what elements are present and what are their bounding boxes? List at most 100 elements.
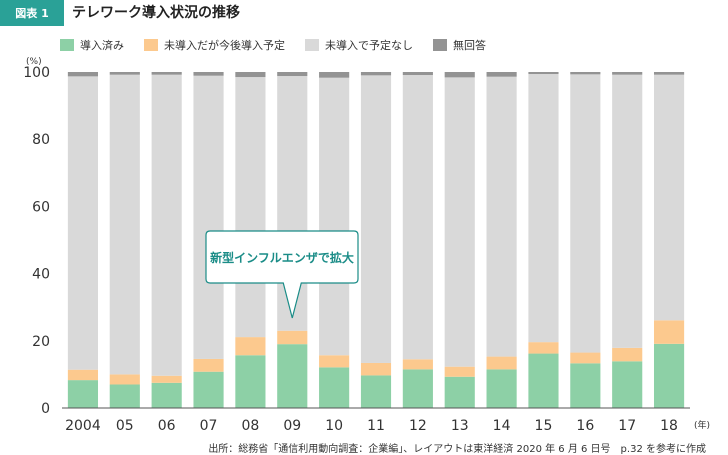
bar-segment-2: [528, 342, 559, 354]
x-tick-label: 13: [451, 418, 469, 434]
bar-segment-4: [444, 72, 475, 78]
bar-segment-4: [193, 72, 224, 76]
bar-segment-3: [360, 75, 392, 363]
legend-item: 未導入だが今後導入予定: [144, 37, 285, 53]
bar-segment-1: [277, 344, 308, 408]
bar-segment-3: [319, 77, 350, 356]
bar-segment-2: [235, 337, 266, 356]
bar-segment-4: [109, 72, 140, 75]
bar-segment-1: [360, 375, 392, 408]
legend-swatch: [305, 39, 319, 51]
bar-segment-1: [151, 382, 182, 408]
x-tick-label: 05: [116, 418, 134, 434]
legend-swatch: [144, 39, 158, 51]
bar-segment-4: [612, 72, 643, 75]
x-tick-label: 11: [367, 418, 385, 434]
x-tick-label: 14: [493, 418, 511, 434]
bar-segment-3: [486, 76, 517, 357]
bar-segment-4: [653, 72, 685, 75]
x-tick-label: 08: [241, 418, 259, 434]
bar-segment-3: [612, 74, 643, 348]
bar-segment-1: [486, 369, 517, 408]
legend-swatch: [60, 39, 74, 51]
bar-segment-4: [235, 72, 266, 78]
x-tick-label: 07: [200, 418, 218, 434]
bar-segment-3: [109, 74, 140, 375]
callout-bubble: [205, 230, 359, 319]
bar-segment-2: [360, 362, 392, 376]
bar-segment-2: [109, 374, 140, 385]
bar-segment-3: [193, 75, 224, 359]
x-tick-label: 10: [325, 418, 343, 434]
y-tick-label: 0: [41, 401, 50, 417]
callout-text: 新型インフルエンザで拡大: [210, 250, 354, 265]
bar-segment-1: [653, 343, 685, 408]
y-tick-label: 100: [23, 65, 50, 81]
legend-item: 未導入で予定なし: [305, 37, 413, 53]
legend-swatch: [433, 39, 447, 51]
bar-segment-3: [570, 74, 601, 353]
bar-segment-1: [402, 369, 433, 408]
x-tick-label: 09: [283, 418, 301, 434]
bar-segment-3: [151, 74, 182, 376]
x-tick-label: 18: [660, 418, 678, 434]
bar-segment-4: [151, 72, 182, 75]
bar-segment-2: [653, 320, 685, 344]
bar-segment-2: [444, 366, 475, 377]
bar-segment-2: [486, 356, 517, 370]
bar-segment-4: [486, 72, 517, 77]
legend-label: 導入済み: [80, 39, 124, 52]
y-axis-unit: (%): [26, 57, 42, 67]
bar-segment-2: [319, 355, 350, 368]
bar-segment-1: [193, 371, 224, 408]
bar-segment-1: [612, 361, 643, 408]
x-tick-label: 16: [576, 418, 594, 434]
y-tick-label: 60: [32, 199, 50, 215]
bar-segment-3: [235, 77, 266, 338]
y-tick-label: 80: [32, 132, 50, 148]
bar-segment-4: [277, 72, 308, 77]
bar-segment-3: [528, 74, 559, 343]
legend-label: 無回答: [453, 39, 486, 52]
bar-segment-2: [193, 358, 224, 372]
bar-segment-4: [402, 72, 433, 76]
bar-segment-2: [570, 352, 601, 364]
x-tick-label: 15: [535, 418, 553, 434]
bar-segment-4: [570, 72, 601, 75]
bar-segment-1: [235, 355, 266, 408]
bar-segment-3: [402, 75, 433, 360]
chart-title: テレワーク導入状況の推移: [72, 5, 240, 21]
legend-item: 導入済み: [60, 37, 124, 53]
figure-header: 図表 1 テレワーク導入状況の推移: [0, 0, 728, 26]
legend-label: 未導入で予定なし: [325, 39, 413, 52]
x-tick-label: 12: [409, 418, 427, 434]
figure-tag: 図表 1: [0, 0, 64, 26]
bar-segment-1: [67, 380, 99, 408]
bar-segment-1: [444, 376, 475, 408]
bar-segment-1: [528, 353, 559, 408]
stacked-bar-chart: 0 20 40 60 80 100(%) 2004 05 06 07 08 09 10 11 12 13 14 1…: [23, 57, 710, 434]
bar-segment-1: [109, 384, 140, 408]
source-note: 出所：総務省「通信利用動向調査：企業編」、レイアウトは東洋経済 2020 年 6…: [208, 444, 706, 455]
chart-legend: 導入済み 未導入だが今後導入予定 未導入で予定なし 無回答: [60, 36, 506, 54]
bar-segment-4: [319, 72, 350, 78]
bar-segment-2: [277, 330, 308, 345]
bar-segment-2: [612, 347, 643, 362]
bar-segment-3: [444, 77, 475, 367]
bar-segment-1: [570, 363, 601, 408]
x-tick-label: 06: [158, 418, 176, 434]
bar-segment-1: [319, 367, 350, 408]
bar-segment-4: [360, 72, 392, 76]
x-tick-label: 17: [618, 418, 636, 434]
bar-segment-2: [402, 359, 433, 370]
y-tick-label: 40: [32, 267, 50, 283]
x-axis-unit: (年): [694, 419, 710, 431]
x-tick-label: 2004: [65, 418, 101, 434]
y-tick-label: 20: [32, 334, 50, 350]
bar-segment-3: [67, 76, 99, 370]
bar-segment-2: [67, 369, 99, 381]
bar-segment-2: [151, 375, 182, 383]
bar-segment-4: [528, 72, 559, 75]
legend-label: 未導入だが今後導入予定: [164, 39, 285, 52]
bar-segment-4: [67, 72, 99, 77]
